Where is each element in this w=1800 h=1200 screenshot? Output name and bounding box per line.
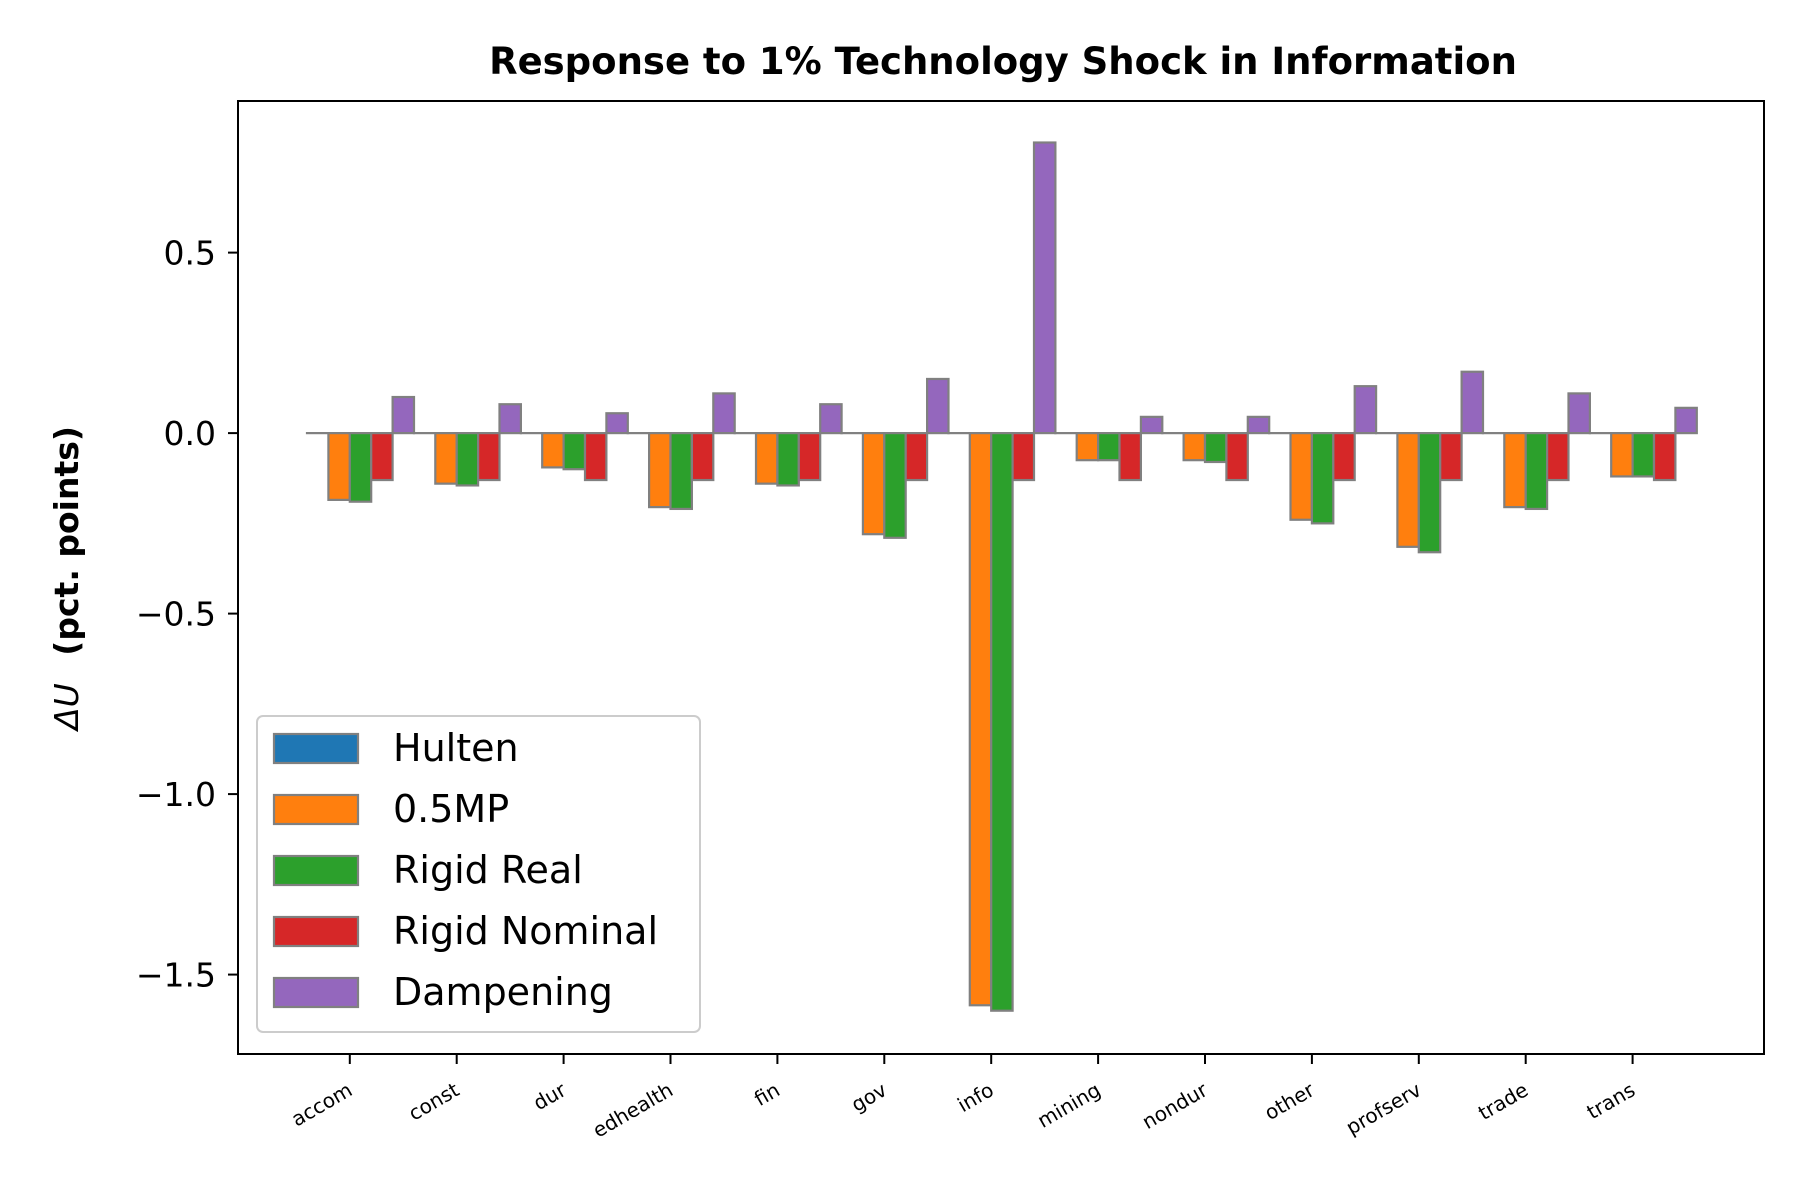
y-tick-label: 0.5 — [164, 234, 216, 273]
bar-rigid-nominal-nondur — [1225, 432, 1249, 482]
bar-rigid-nominal-trans — [1652, 432, 1677, 482]
y-axis-label-text: (pct. points) — [47, 426, 86, 656]
legend: Hulten 0.5MP Rigid Real Rigid Nominal Dampen… — [256, 715, 701, 1033]
bar-rigid-real-dur — [562, 432, 587, 471]
bar-0-5mp-nondur — [1182, 432, 1207, 462]
bar-rigid-real-trade — [1524, 432, 1549, 511]
bar-rigid-nominal-info — [1011, 432, 1036, 482]
x-tick-label-dur: dur — [529, 1077, 571, 1115]
bar-dampening-nondur — [1246, 415, 1271, 435]
bar-rigid-real-mining — [1096, 432, 1121, 462]
x-tick-label-const: const — [404, 1077, 463, 1125]
bar-rigid-nominal-fin — [797, 432, 822, 482]
legend-label-dampening: Dampening — [393, 970, 613, 1014]
bar-rigid-real-edhealth — [669, 432, 693, 511]
x-tick-label-fin: fin — [750, 1078, 784, 1111]
bar-dampening-fin — [819, 403, 843, 435]
legend-swatch-hulten — [272, 732, 360, 765]
x-tick-label-edhealth: edhealth — [589, 1078, 677, 1143]
x-tick-label-info: info — [953, 1078, 997, 1118]
bar-rigid-real-const — [455, 432, 480, 487]
bar-rigid-nominal-gov — [904, 432, 929, 482]
bar-dampening-trans — [1674, 406, 1698, 435]
x-tick-label-trans: trans — [1583, 1078, 1640, 1124]
bar-rigid-real-accom — [348, 432, 373, 503]
bar-rigid-real-trans — [1631, 432, 1656, 478]
bar-rigid-real-nondur — [1203, 432, 1228, 464]
bar-rigid-nominal-const — [477, 432, 501, 482]
bar-0-5mp-fin — [754, 432, 779, 485]
bar-dampening-trade — [1567, 392, 1591, 435]
bar-rigid-real-profserv — [1417, 432, 1442, 554]
bar-0-5mp-mining — [1075, 432, 1100, 462]
bar-dampening-const — [498, 403, 522, 435]
bar-rigid-nominal-profserv — [1439, 432, 1463, 482]
y-tick-label: −1.5 — [136, 956, 216, 995]
x-tick-label-trade: trade — [1474, 1078, 1532, 1125]
y-tick-label: 0.0 — [164, 414, 216, 453]
legend-swatch-dampening — [272, 976, 360, 1009]
bar-rigid-nominal-dur — [583, 432, 608, 482]
bar-0-5mp-other — [1289, 432, 1313, 521]
x-tick-label-profserv: profserv — [1342, 1077, 1426, 1139]
bar-dampening-edhealth — [712, 392, 736, 435]
bar-dampening-dur — [605, 412, 629, 435]
legend-label-hulten: Hulten — [393, 726, 519, 770]
bar-rigid-nominal-other — [1332, 432, 1356, 482]
bar-dampening-accom — [391, 395, 416, 435]
legend-label-rigid-real: Rigid Real — [393, 848, 583, 892]
bar-0-5mp-gov — [861, 432, 886, 536]
bar-rigid-real-other — [1310, 432, 1335, 525]
x-tick-label-accom: accom — [287, 1078, 356, 1132]
y-tick-label: −1.0 — [136, 775, 216, 814]
legend-swatch-rigid-nominal — [272, 915, 360, 948]
bar-rigid-nominal-trade — [1545, 432, 1570, 482]
bar-rigid-real-gov — [883, 432, 907, 539]
x-tick-label-gov: gov — [847, 1077, 891, 1116]
bar-0-5mp-dur — [541, 432, 565, 469]
bar-0-5mp-trade — [1503, 432, 1527, 509]
legend-swatch-rigid-real — [272, 854, 360, 887]
x-tick-label-mining: mining — [1033, 1078, 1104, 1133]
x-tick-label-other: other — [1260, 1077, 1319, 1125]
bar-dampening-mining — [1139, 415, 1164, 435]
bar-rigid-real-fin — [776, 432, 800, 487]
bar-0-5mp-const — [434, 432, 458, 485]
bar-rigid-nominal-accom — [370, 432, 394, 482]
legend-label-rigid-nominal: Rigid Nominal — [393, 909, 658, 953]
bar-0-5mp-edhealth — [647, 432, 672, 509]
axes-frame — [237, 100, 1765, 1055]
x-tick-label-nondur: nondur — [1138, 1077, 1212, 1134]
bar-0-5mp-info — [968, 432, 993, 1007]
bar-0-5mp-profserv — [1396, 432, 1420, 548]
chart-title: Response to 1% Technology Shock in Infor… — [489, 40, 1517, 83]
y-axis-label: ΔU (pct. points) — [47, 426, 86, 733]
bar-dampening-info — [1032, 141, 1057, 435]
bar-0-5mp-accom — [327, 432, 351, 501]
bar-0-5mp-trans — [1610, 432, 1634, 478]
bar-dampening-other — [1353, 385, 1378, 435]
bar-rigid-real-info — [990, 432, 1014, 1012]
bar-dampening-gov — [925, 377, 950, 435]
bar-rigid-nominal-edhealth — [690, 432, 715, 482]
legend-box — [256, 715, 701, 1033]
legend-label-0-5mp: 0.5MP — [393, 787, 509, 831]
bar-rigid-nominal-mining — [1118, 432, 1142, 482]
bar-dampening-profserv — [1460, 370, 1485, 435]
y-axis-label-symbol: ΔU — [47, 683, 86, 733]
legend-swatch-0-5mp — [272, 793, 360, 826]
y-tick-label: −0.5 — [136, 595, 216, 634]
